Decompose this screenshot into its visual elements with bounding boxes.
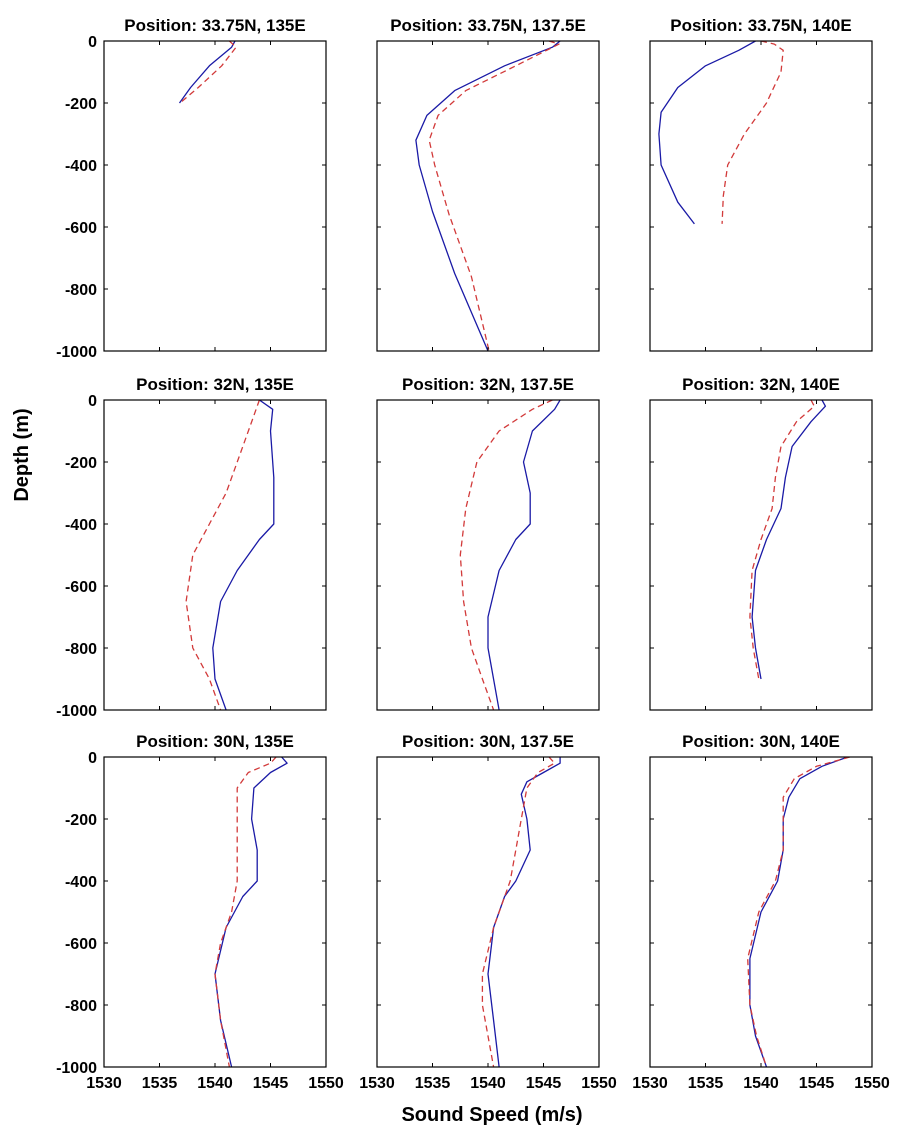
dashed-series-line [749,400,815,680]
x-tick-label: 1540 [197,1075,233,1092]
panel-5: Position: 32N, 137.5E [376,375,600,711]
panel-title: Position: 32N, 135E [136,375,294,394]
y-tick-label: -400 [65,874,97,891]
y-tick-label: -600 [65,579,97,596]
x-tick-label: 1540 [470,1075,506,1092]
y-tick-label: 0 [88,393,97,410]
x-tick-label: 1550 [581,1075,617,1092]
panel-title: Position: 30N, 137.5E [402,732,574,751]
solid-series-line [658,41,756,225]
panel-title: Position: 33.75N, 140E [670,16,851,35]
x-tick-label: 1545 [526,1075,562,1092]
y-tick-label: -400 [65,517,97,534]
y-tick-label: -800 [65,641,97,658]
y-tick-label: -600 [65,220,97,237]
y-tick-label: -400 [65,158,97,175]
y-tick-label: -600 [65,936,97,953]
y-tick-label: -800 [65,998,97,1015]
x-tick-label: 1535 [688,1075,724,1092]
solid-series-line [415,41,561,351]
y-tick-label: -200 [65,455,97,472]
panel-4: Position: 32N, 135E 0 -200 -400 -600 -800 -100… [56,375,327,720]
solid-series-line [749,757,848,1067]
dashed-series-line [459,400,553,710]
x-tick-label: 1530 [86,1075,122,1092]
x-tick-label: 1535 [415,1075,451,1092]
panel-title: Position: 32N, 137.5E [402,375,574,394]
dashed-series-line [747,757,850,1067]
solid-series-line [214,757,288,1067]
panel-title: Position: 33.75N, 135E [124,16,305,35]
solid-series-line [487,400,561,710]
y-tick-label: -800 [65,282,97,299]
x-tick-label: 1550 [854,1075,890,1092]
dashed-series-line [721,41,784,224]
solid-series-line [178,41,236,104]
dashed-series-line [481,757,556,1067]
x-tick-label: 1530 [359,1075,395,1092]
solid-series-line [751,400,827,680]
x-tick-label: 1530 [632,1075,668,1092]
dashed-series-line [214,757,277,1067]
panel-6: Position: 32N, 140E [649,375,873,711]
x-tick-label: 1545 [799,1075,835,1092]
y-tick-label: -1000 [56,703,97,720]
panel-axes-frame [103,756,327,1068]
panel-axes-frame [649,40,873,352]
solid-series-line [212,400,275,710]
panel-axes-frame [103,40,327,352]
x-tick-label: 1540 [743,1075,779,1092]
panel-8: Position: 30N, 137.5E [376,732,600,1068]
y-tick-label: -200 [65,96,97,113]
panel-9: Position: 30N, 140E [649,732,873,1068]
panel-7: Position: 30N, 135E 0 -200 -400 -600 -800 -100… [56,732,327,1077]
dashed-series-line [181,41,237,102]
panel-axes-frame [103,399,327,711]
x-tick-label: 1545 [253,1075,289,1092]
panel-title: Position: 30N, 140E [682,732,840,751]
panel-2: Position: 33.75N, 137.5E [376,16,600,352]
panel-title: Position: 30N, 135E [136,732,294,751]
y-tick-label: 0 [88,750,97,767]
panel-axes-frame [376,40,600,352]
y-tick-label: 0 [88,34,97,51]
y-tick-label: -200 [65,812,97,829]
panel-1: Position: 33.75N, 135E 0 -200 -400 -600 -800 -… [56,16,327,361]
dashed-series-line [428,41,560,351]
y-axis-label: Depth (m) [11,408,33,501]
panel-title: Position: 33.75N, 137.5E [390,16,586,35]
x-tick-label: 1550 [308,1075,344,1092]
panel-3: Position: 33.75N, 140E [649,16,873,352]
dashed-series-line [185,400,261,710]
solid-series-line [487,757,561,1067]
y-tick-label: -1000 [56,344,97,361]
x-tick-label: 1535 [142,1075,178,1092]
x-axis-label: Sound Speed (m/s) [401,1104,582,1126]
panel-axes-frame [376,756,600,1068]
y-tick-label: -1000 [56,1060,97,1077]
panel-title: Position: 32N, 140E [682,375,840,394]
